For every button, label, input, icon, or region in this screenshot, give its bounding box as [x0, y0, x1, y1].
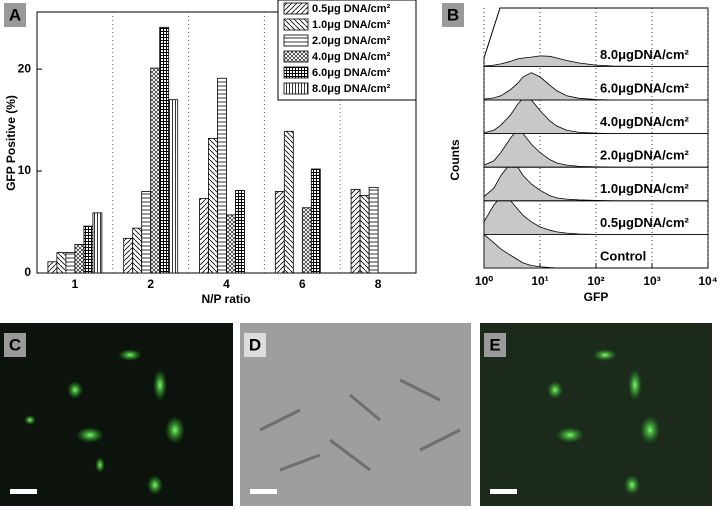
legend-swatch [283, 50, 309, 63]
y-tick-label: 0 [24, 265, 31, 279]
bar [301, 207, 312, 274]
bar [235, 190, 245, 274]
bar [65, 252, 76, 274]
panel-label-box [442, 3, 464, 27]
legend-swatch [283, 82, 309, 95]
x-tick-label: 1 [72, 277, 79, 291]
panel-label: A [9, 5, 21, 24]
bar [159, 26, 170, 274]
bar [199, 198, 209, 274]
series-label: 6.0μgDNA/cm² [600, 80, 690, 95]
micrograph [240, 323, 471, 506]
bar [47, 261, 58, 274]
panel-label: D [249, 335, 261, 354]
bar [368, 186, 379, 274]
bar [226, 214, 236, 274]
panel-label: B [447, 5, 459, 24]
y-axis-label: GFP Positive (%) [4, 95, 18, 191]
x-tick-label: 6 [299, 277, 306, 291]
bar [132, 227, 143, 274]
histogram [483, 233, 708, 269]
bar [83, 225, 94, 274]
series-label: Control [600, 248, 646, 263]
panel-label-box [484, 333, 506, 357]
series-label: 2.0μgDNA/cm² [600, 148, 690, 163]
x-tick-label: 2 [147, 277, 154, 291]
legend-label: 0.5μg DNA/cm² [312, 3, 391, 15]
panel-label-box [4, 3, 26, 27]
x-axis-label: GFP [584, 290, 609, 304]
y-tick-label: 10 [18, 163, 32, 177]
bar [141, 191, 152, 274]
bar [359, 195, 370, 274]
x-tick-label: 10¹ [531, 274, 548, 288]
bar [150, 67, 161, 274]
bar [123, 237, 134, 274]
legend-swatch [283, 2, 309, 15]
series-label: 4.0μgDNA/cm² [600, 114, 690, 129]
bar [168, 99, 179, 274]
panel-label: C [9, 335, 21, 354]
bar [274, 191, 285, 274]
legend-label: 6.0μg DNA/cm² [312, 67, 391, 79]
series-label: 8.0μgDNA/cm² [600, 47, 690, 62]
bar [92, 212, 103, 274]
bar [350, 188, 361, 274]
bar [283, 130, 294, 274]
micrograph [0, 323, 233, 506]
x-tick-label: 10⁴ [698, 274, 717, 288]
x-tick-label: 10⁰ [475, 274, 493, 288]
x-tick-label: 4 [223, 277, 230, 291]
legend-swatch [283, 66, 309, 79]
series-label: 1.0μgDNA/cm² [600, 181, 690, 196]
bar [56, 252, 67, 274]
bar [74, 244, 85, 274]
panel-label: E [489, 335, 500, 354]
legend-label: 8.0μg DNA/cm² [312, 83, 391, 95]
y-axis-label: Counts [448, 139, 462, 181]
panel-label-box [244, 333, 266, 357]
legend-label: 4.0μg DNA/cm² [312, 51, 391, 63]
x-tick-label: 8 [375, 277, 382, 291]
bar [217, 77, 227, 274]
y-tick-label: 20 [18, 61, 32, 75]
legend-label: 2.0μg DNA/cm² [312, 35, 391, 47]
panel-label-box [4, 333, 26, 357]
legend-swatch [283, 18, 309, 31]
x-tick-label: 10² [587, 274, 604, 288]
x-axis-label: N/P ratio [201, 292, 250, 306]
legend-swatch [283, 34, 309, 47]
legend-label: 1.0μg DNA/cm² [312, 19, 391, 31]
series-label: 0.5μgDNA/cm² [600, 215, 690, 230]
micrograph [480, 323, 712, 506]
bar [208, 138, 218, 274]
bar [310, 168, 321, 274]
x-tick-label: 10³ [643, 274, 660, 288]
